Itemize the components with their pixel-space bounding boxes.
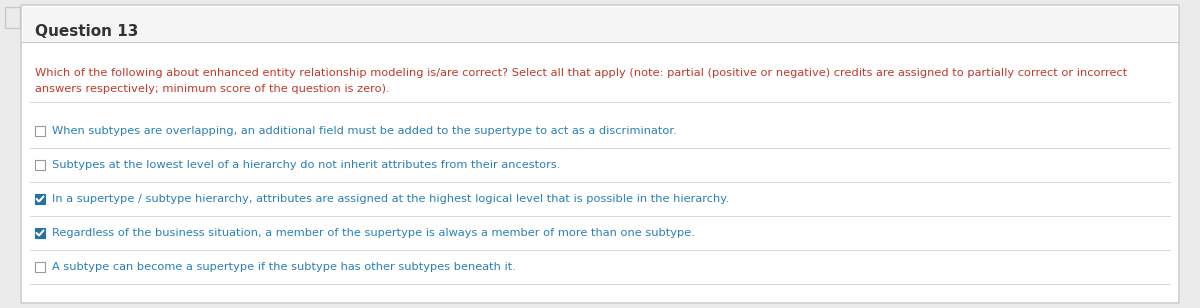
FancyBboxPatch shape — [6, 7, 20, 29]
Text: Regardless of the business situation, a member of the supertype is always a memb: Regardless of the business situation, a … — [52, 228, 695, 238]
Bar — [35, 228, 46, 238]
Text: Which of the following about enhanced entity relationship modeling is/are correc: Which of the following about enhanced en… — [35, 68, 1127, 78]
Text: A subtype can become a supertype if the subtype has other subtypes beneath it.: A subtype can become a supertype if the … — [52, 262, 516, 272]
Text: In a supertype / subtype hierarchy, attributes are assigned at the highest logic: In a supertype / subtype hierarchy, attr… — [52, 194, 730, 204]
Text: Subtypes at the lowest level of a hierarchy do not inherit attributes from their: Subtypes at the lowest level of a hierar… — [52, 160, 560, 170]
Bar — [35, 126, 46, 136]
Bar — [35, 160, 46, 170]
Bar — [35, 262, 46, 272]
Bar — [23, 7, 1177, 42]
Text: answers respectively; minimum score of the question is zero).: answers respectively; minimum score of t… — [35, 84, 390, 94]
FancyBboxPatch shape — [22, 5, 1178, 303]
Text: When subtypes are overlapping, an additional field must be added to the supertyp: When subtypes are overlapping, an additi… — [52, 126, 677, 136]
Bar — [35, 194, 46, 204]
Text: Question 13: Question 13 — [35, 24, 138, 39]
